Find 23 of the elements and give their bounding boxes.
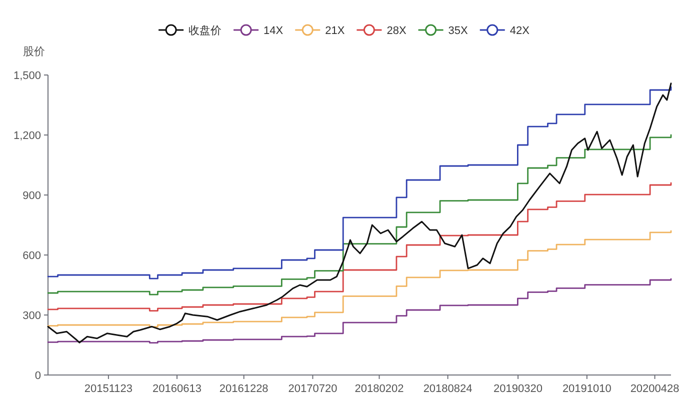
x-tick-label: 20160613 [152,383,202,395]
y-tick-label: 1,500 [13,70,41,82]
legend-label: 收盘价 [188,25,222,37]
x-tick-label: 20180824 [423,383,472,395]
legend-label: 28X [386,25,407,37]
y-tick-label: 600 [22,250,41,262]
y-tick-label: 900 [22,190,41,202]
x-tick-label: 20191010 [562,383,612,395]
legend-label: 35X [448,25,469,37]
x-tick-label: 20151123 [84,383,133,395]
x-tick-label: 20161228 [219,383,268,395]
y-tick-label: 0 [34,370,41,382]
y-tick-label: 1,200 [13,130,41,142]
x-tick-label: 20170720 [288,383,338,395]
y-axis-title: 股价 [23,46,45,58]
legend-label: 42X [510,25,530,37]
y-tick-label: 300 [22,310,41,322]
legend-label: 21X [325,25,346,37]
x-tick-label: 20190320 [494,383,543,395]
x-tick-label: 20200428 [630,383,680,395]
x-tick-label: 20180202 [354,383,404,395]
line-series [47,82,672,344]
legend-label: 14X [264,25,284,37]
